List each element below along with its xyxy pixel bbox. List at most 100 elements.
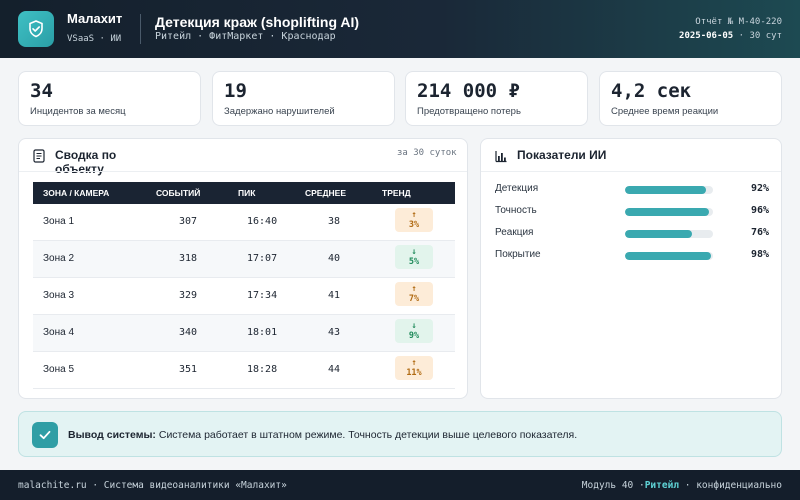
trend-value: 9% [408, 331, 420, 341]
report-id: Отчёт № M-40-220 [695, 17, 782, 27]
col-events: СОБЫТИЙ [156, 188, 201, 198]
col-avg: СРЕДНЕЕ [305, 188, 347, 198]
app-header: Малахит VSaaS · ИИ Детекция краж (shopli… [0, 0, 800, 58]
brand-subtitle: VSaaS · ИИ [67, 34, 122, 44]
kpi-value: 4,2 сек [611, 80, 692, 102]
metric-label: Точность [495, 205, 537, 216]
metrics-panel: Показатели ИИ Детекция 92% Точность 96% Реак… [480, 138, 782, 399]
metric-bar [625, 252, 713, 260]
metric-bar-fill [625, 252, 712, 260]
trend-badge: ↓ 5% [395, 245, 433, 269]
kpi-label: Задержано нарушителей [224, 106, 335, 117]
cell-peak: 17:07 [247, 253, 278, 264]
metric-value: 96% [750, 205, 769, 216]
panel-divider [19, 171, 467, 172]
metric-label: Реакция [495, 227, 534, 238]
kpi-reaction-time: 4,2 сек Среднее время реакции [599, 71, 782, 126]
footer-confidential: · конфиденциально [684, 480, 782, 491]
cell-events: 340 [179, 327, 198, 338]
metric-label: Покрытие [495, 249, 541, 260]
metric-value: 92% [750, 183, 769, 194]
footer-left: malachite.ru · Система видеоаналитики «М… [18, 480, 287, 491]
metric-label: Детекция [495, 183, 539, 194]
cell-zone: Зона 2 [43, 253, 75, 264]
col-trend: ТРЕНД [382, 188, 411, 198]
system-conclusion: Вывод системы: Система работает в штатно… [18, 411, 782, 457]
kpi-value: 34 [30, 80, 53, 102]
conclusion-message: Система работает в штатном режиме. Точно… [158, 429, 578, 441]
trend-badge: ↑ 3% [395, 208, 433, 232]
col-zone: ЗОНА / КАМЕРА [43, 188, 110, 198]
footer-right: Модуль 40 ·Ритейл · конфиденциально [582, 480, 782, 491]
trend-arrow-icon: ↓ [411, 247, 417, 257]
cell-events: 351 [179, 364, 198, 375]
cell-avg: 40 [328, 253, 341, 264]
metric-bar-fill [625, 186, 706, 194]
cell-events: 307 [179, 216, 198, 227]
trend-value: 7% [408, 294, 420, 304]
table-row: Зона 1 307 16:40 38 ↑ 3% [33, 204, 455, 241]
footer-module: Модуль 40 · [581, 480, 645, 491]
trend-value: 11% [406, 368, 422, 378]
trend-badge: ↑ 11% [395, 356, 433, 380]
cell-avg: 41 [328, 290, 341, 301]
trend-arrow-icon: ↓ [411, 321, 417, 331]
summary-panel: Сводка по объекту за 30 суток ЗОНА / КАМ… [18, 138, 468, 399]
cell-zone: Зона 4 [43, 327, 75, 338]
kpi-value: 19 [224, 80, 247, 102]
trend-badge: ↑ 7% [395, 282, 433, 306]
trend-value: 5% [408, 257, 420, 267]
cell-zone: Зона 3 [43, 290, 75, 301]
metric-value: 98% [750, 249, 769, 260]
col-peak: ПИК [238, 188, 256, 198]
report-info: Отчёт № M-40-220 2025-06-05 · 30 сут [672, 15, 782, 43]
cell-avg: 38 [328, 216, 341, 227]
header-divider [140, 14, 141, 44]
kpi-incidents: 34 Инцидентов за месяц [18, 71, 201, 126]
kpi-prevented-loss: 214 000 ₽ Предотвращено потерь [405, 71, 588, 126]
table-row: Зона 5 351 18:28 44 ↑ 11% [33, 352, 455, 389]
app-footer: malachite.ru · Система видеоаналитики «М… [0, 470, 800, 500]
page-subtitle: Ритейл · ФитМаркет · Краснодар [155, 31, 336, 42]
conclusion-text: Вывод системы: Система работает в штатно… [68, 429, 577, 441]
metric-row: Покрытие 98% [495, 247, 771, 263]
cell-events: 329 [179, 290, 198, 301]
metric-bar [625, 186, 713, 194]
kpi-label: Предотвращено потерь [417, 106, 521, 117]
report-date: 2025-06-05 [679, 31, 734, 41]
kpi-detained: 19 Задержано нарушителей [212, 71, 395, 126]
report-date-line: 2025-06-05 · 30 сут [672, 29, 782, 43]
bar-chart-icon [495, 151, 507, 163]
metric-row: Точность 96% [495, 203, 771, 219]
cell-zone: Зона 5 [43, 364, 75, 375]
trend-arrow-icon: ↑ [411, 284, 417, 294]
table-row: Зона 3 329 17:34 41 ↑ 7% [33, 278, 455, 315]
metric-row: Детекция 92% [495, 181, 771, 197]
metric-bar-fill [625, 208, 710, 216]
page-title: Детекция краж (shoplifting AI) [155, 14, 360, 30]
report-period: · 30 сут [738, 31, 782, 41]
kpi-label: Инцидентов за месяц [30, 106, 126, 117]
cell-peak: 16:40 [247, 216, 278, 227]
metrics-title: Показатели ИИ [517, 148, 607, 162]
cell-avg: 44 [328, 364, 341, 375]
metric-row: Реакция 76% [495, 225, 771, 241]
brand-name: Малахит [67, 11, 123, 26]
summary-period: за 30 суток [397, 148, 457, 158]
checkmark-icon [32, 422, 58, 448]
kpi-value: 214 000 ₽ [417, 80, 520, 102]
cell-peak: 17:34 [247, 290, 278, 301]
metric-bar [625, 208, 713, 216]
cell-avg: 43 [328, 327, 341, 338]
table-header: ЗОНА / КАМЕРА СОБЫТИЙ ПИК СРЕДНЕЕ ТРЕНД [33, 182, 455, 204]
trend-arrow-icon: ↑ [411, 358, 417, 368]
kpi-label: Среднее время реакции [611, 106, 719, 117]
metric-value: 76% [750, 227, 769, 238]
summary-title: Сводка по объекту [55, 148, 117, 176]
footer-segment: Ритейл [644, 480, 680, 491]
panel-divider [481, 171, 781, 172]
conclusion-label: Вывод системы: [68, 429, 156, 441]
cell-peak: 18:28 [247, 364, 278, 375]
cell-peak: 18:01 [247, 327, 278, 338]
cell-zone: Зона 1 [43, 216, 75, 227]
